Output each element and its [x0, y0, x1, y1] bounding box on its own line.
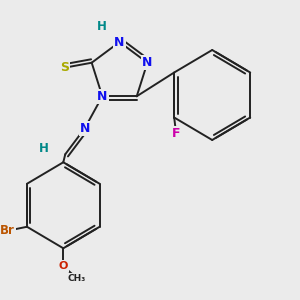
Text: N: N: [97, 90, 107, 103]
Text: H: H: [39, 142, 49, 155]
Text: F: F: [172, 127, 180, 140]
Text: O: O: [58, 261, 68, 271]
Text: N: N: [142, 56, 152, 69]
Text: Br: Br: [0, 224, 15, 237]
Text: N: N: [80, 122, 90, 135]
Text: CH₃: CH₃: [68, 274, 86, 283]
Text: N: N: [114, 35, 125, 49]
Text: S: S: [60, 61, 69, 74]
Text: H: H: [97, 20, 107, 32]
